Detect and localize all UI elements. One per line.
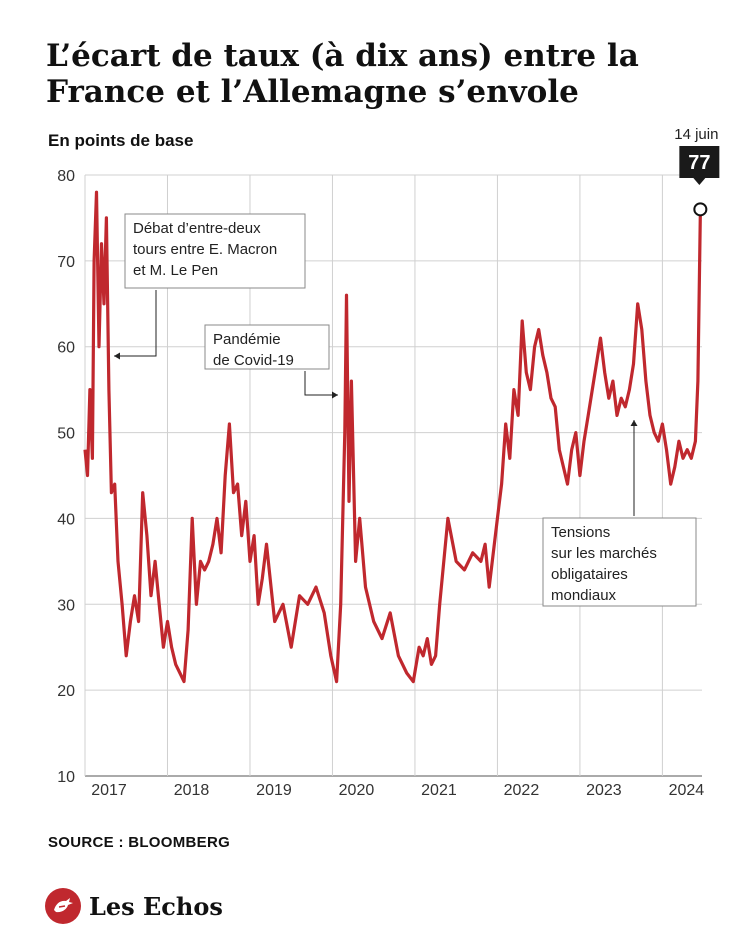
y-tick-label: 10 [57, 769, 75, 786]
annotation-text: Tensions [551, 524, 610, 541]
annotation-box [542, 517, 697, 607]
y-tick-label: 70 [57, 254, 75, 271]
annotation-leader [114, 290, 157, 357]
y-tick-label: 50 [57, 426, 75, 443]
annotation-text: tours entre E. Macron [133, 241, 277, 258]
annotation-text: Pandémie [213, 331, 281, 348]
x-tick-label: 2017 [91, 782, 127, 799]
chart-title: L’écart de taux (à dix ans) entre la Fra… [46, 38, 639, 110]
annotation-text: mondiaux [551, 587, 617, 604]
x-tick-label: 2019 [256, 782, 292, 799]
annotation-box [124, 213, 306, 289]
highlight-date-label: 14 juin [674, 126, 718, 143]
rooster-icon [45, 888, 81, 924]
annotations-layer: Débat d’entre-deux tours entre E. Macron e… [114, 213, 697, 607]
value-callout-box [679, 146, 720, 178]
value-callout-label: 77 [688, 152, 710, 174]
x-axis-ticks: 2017 2018 2019 2020 2021 2022 2023 2024 [91, 782, 704, 799]
y-axis-ticks: 10 20 30 40 50 60 70 80 [57, 168, 75, 786]
annotation: Débat d’entre-deux tours entre E. Macron e… [114, 213, 306, 360]
y-tick-label: 20 [57, 683, 75, 700]
x-tick-label: 2020 [339, 782, 375, 799]
highlight-layer: 14 juin 77 [674, 126, 720, 217]
annotation-text: de Covid-19 [213, 352, 294, 369]
y-tick-label: 80 [57, 168, 75, 185]
highlight-marker [693, 202, 708, 217]
brand-name: Les Echos [89, 891, 223, 921]
series-layer [83, 190, 702, 684]
x-tick-label: 2018 [174, 782, 210, 799]
source-note: SOURCE : BLOOMBERG [48, 834, 231, 851]
annotation-text: Débat d’entre-deux [133, 220, 261, 237]
annotation-leader [304, 371, 338, 396]
y-tick-label: 30 [57, 597, 75, 614]
y-axis-unit-label: En points de base [48, 131, 194, 150]
x-tick-label: 2024 [669, 782, 705, 799]
x-tick-label: 2021 [421, 782, 457, 799]
x-tick-label: 2023 [586, 782, 622, 799]
annotation-text: obligataires [551, 566, 628, 583]
arrow-icon [114, 352, 120, 360]
x-tick-label: 2022 [504, 782, 540, 799]
annotation: Tensions sur les marchés obligataires mondi… [542, 420, 697, 607]
arrow-icon [332, 391, 338, 399]
arrow-icon [630, 420, 638, 426]
callout-pointer-icon [693, 178, 706, 185]
annotation: Pandémie de Covid-19 [204, 324, 338, 399]
y-tick-label: 60 [57, 340, 75, 357]
annotation-text: sur les marchés [551, 545, 657, 562]
y-tick-label: 40 [57, 511, 75, 528]
les-echos-logo: Les Echos [45, 888, 223, 924]
annotation-text: et M. Le Pen [133, 262, 218, 279]
series-line [83, 190, 702, 684]
annotation-box [204, 324, 330, 370]
